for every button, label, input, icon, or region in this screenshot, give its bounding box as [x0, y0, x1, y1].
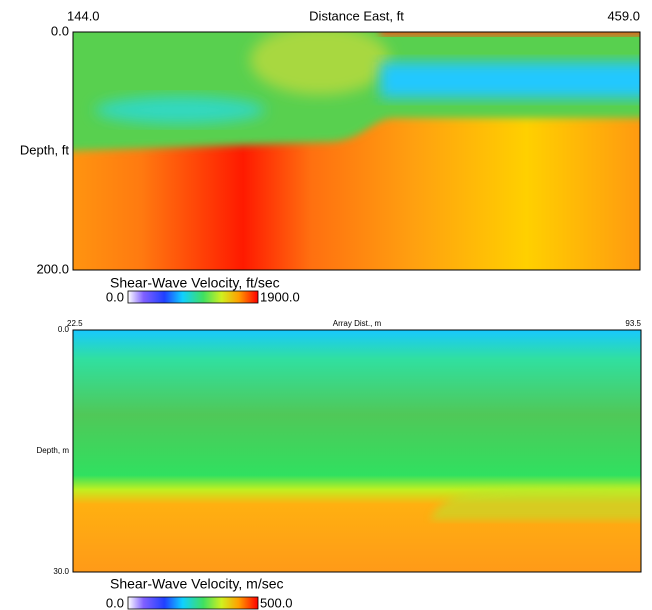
velocity-field [73, 32, 640, 270]
colorbar-tick-label: 500.0 [260, 595, 293, 610]
plot-frame [72, 329, 642, 573]
y-tick-label: 0.0 [58, 325, 70, 334]
y-axis-label: Depth, m [37, 446, 70, 455]
colorbar [127, 596, 259, 610]
plot-frame [72, 31, 641, 271]
colorbar [127, 290, 259, 304]
velocity-field [73, 330, 641, 572]
colorbar-label: Shear-Wave Velocity, m/sec [110, 576, 284, 592]
colorbar-tick-label: 0.0 [106, 595, 124, 610]
y-tick-label: 200.0 [36, 261, 69, 276]
colorbar-label: Shear-Wave Velocity, ft/sec [110, 275, 280, 291]
y-tick-label: 30.0 [53, 567, 69, 576]
colorbar-tick-label: 0.0 [106, 289, 124, 304]
x-axis-label: Array Dist., m [333, 319, 382, 328]
x-tick-label: 459.0 [607, 8, 640, 23]
colorbar-tick-label: 1900.0 [260, 289, 300, 304]
y-tick-label: 0.0 [51, 23, 69, 38]
x-tick-label: 22.5 [67, 319, 83, 328]
x-axis-label: Distance East, ft [309, 8, 404, 23]
x-tick-label: 93.5 [625, 319, 641, 328]
x-tick-label: 144.0 [67, 8, 100, 23]
y-axis-label: Depth, ft [20, 142, 70, 157]
